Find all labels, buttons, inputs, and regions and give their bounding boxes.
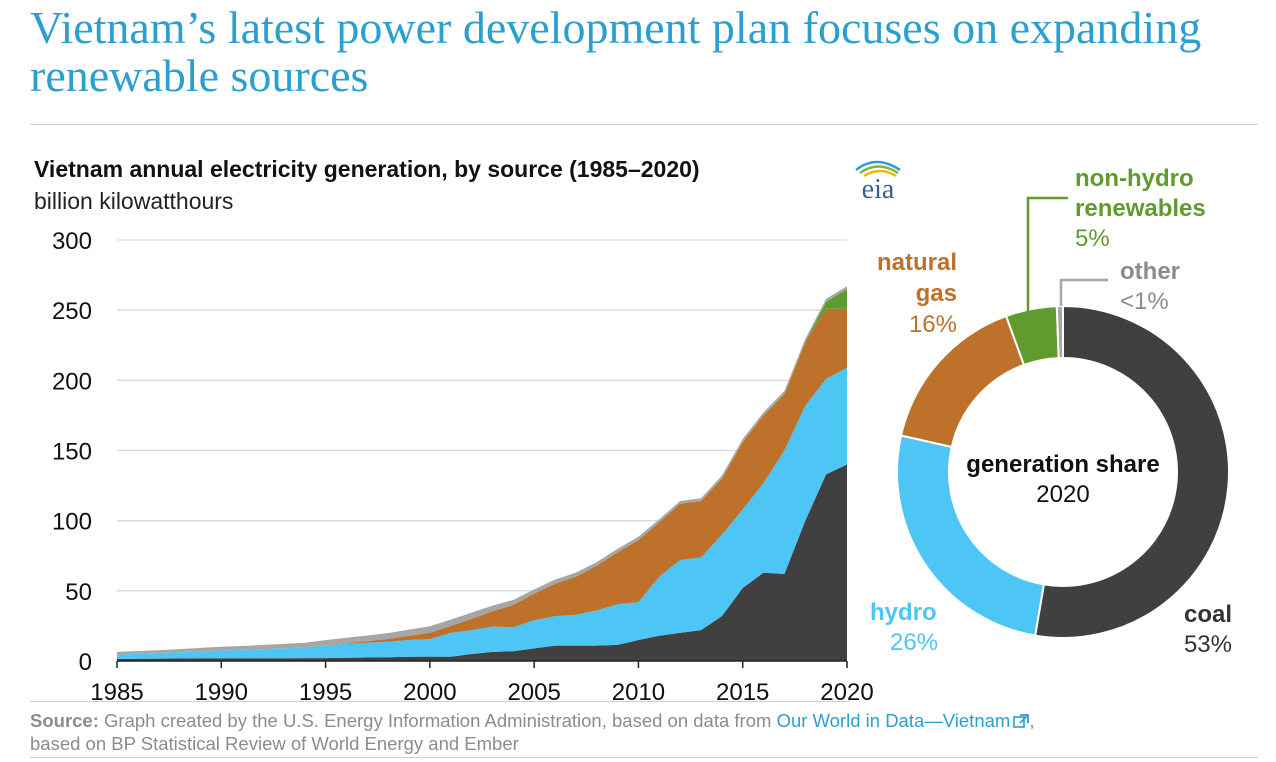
label-natural-gas-2: gas	[916, 280, 957, 307]
label-hydro: hydro	[870, 599, 937, 626]
area-series-hydro	[117, 367, 847, 659]
label-coal-pct: 53%	[1184, 631, 1232, 658]
chart-title: Vietnam annual electricity generation, b…	[34, 156, 700, 182]
y-tick-label: 0	[79, 649, 92, 676]
donut-slice-other	[1055, 304, 1064, 360]
top-divider	[30, 124, 1258, 125]
external-link-icon	[1013, 714, 1030, 728]
eia-logo-text: eia	[862, 174, 895, 202]
y-tick-label: 100	[52, 509, 92, 536]
label-other: other	[1120, 258, 1180, 285]
label-hydro-pct: 26%	[890, 629, 938, 656]
chart-bottom-gap	[30, 701, 850, 702]
donut-center-title: generation share	[966, 451, 1159, 478]
y-tick-label: 150	[52, 439, 92, 466]
source-line-2: based on BP Statistical Review of World …	[30, 733, 519, 754]
headline: Vietnam’s latest power development plan …	[30, 2, 1202, 101]
eia-logo: eia	[855, 160, 901, 202]
donut-slice-hydro	[896, 434, 1046, 637]
chart-unit-label: billion kilowatthours	[34, 188, 234, 214]
label-renewables-2: renewables	[1075, 195, 1206, 222]
label-coal: coal	[1184, 601, 1232, 628]
label-natural-gas-1: natural	[877, 249, 957, 276]
y-tick-label: 300	[52, 228, 92, 255]
bottom-divider	[30, 757, 1258, 758]
y-tick-label: 250	[52, 298, 92, 325]
label-other-pct: <1%	[1120, 288, 1169, 315]
donut-center-year: 2020	[1036, 481, 1089, 508]
source-link[interactable]: Our World in Data—Vietnam	[777, 710, 1030, 731]
source-text-after: ,	[1029, 710, 1035, 731]
source-text: Graph created by the U.S. Energy Informa…	[98, 710, 777, 731]
leader-line-other	[1059, 278, 1108, 306]
source-note: Source: Graph created by the U.S. Energy…	[30, 709, 1034, 755]
area-series-natural-gas	[117, 308, 847, 655]
area-series-coal	[117, 464, 847, 661]
donut-slice-coal	[1033, 304, 1230, 639]
source-label: Source:	[30, 710, 99, 731]
y-tick-label: 200	[52, 368, 92, 395]
label-renewables-1: non-hydro	[1075, 165, 1194, 192]
leader-line-renewables	[1026, 196, 1068, 312]
label-renewables-pct: 5%	[1075, 225, 1110, 252]
y-tick-label: 50	[65, 579, 92, 606]
label-natural-gas-pct: 16%	[909, 311, 957, 338]
